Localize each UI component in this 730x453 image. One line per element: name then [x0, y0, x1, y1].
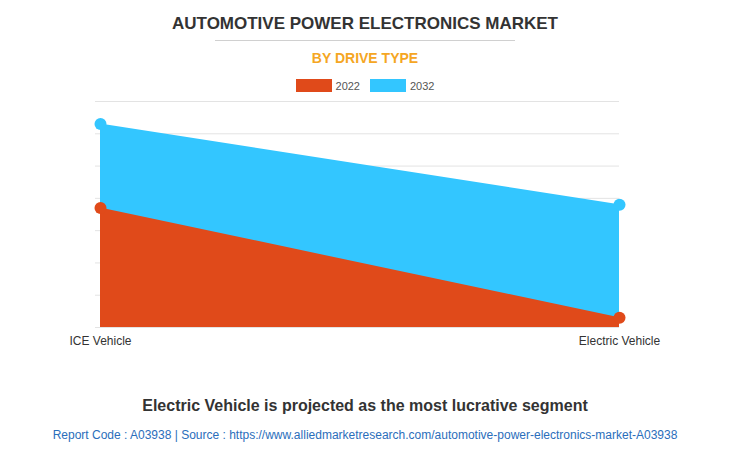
html-text:2032: 2032: [410, 79, 435, 92]
html-text:2022: 2022: [335, 79, 360, 92]
html-text:Electric Vehicle is projected: Electric Vehicle is projected as the mos…: [142, 397, 588, 414]
html-text:AUTOMOTIVE POWER ELECTRONICS M: AUTOMOTIVE POWER ELECTRONICS MARKET: [172, 14, 558, 33]
html-text:BY DRIVE TYPE: BY DRIVE TYPE: [311, 50, 419, 66]
svg-text:Electric Vehicle: Electric Vehicle: [579, 334, 661, 348]
svg-text:ICE Vehicle: ICE Vehicle: [69, 334, 131, 348]
html-text:Report Code : A03938 | Source: Report Code : A03938 | Source : https://…: [52, 428, 678, 442]
